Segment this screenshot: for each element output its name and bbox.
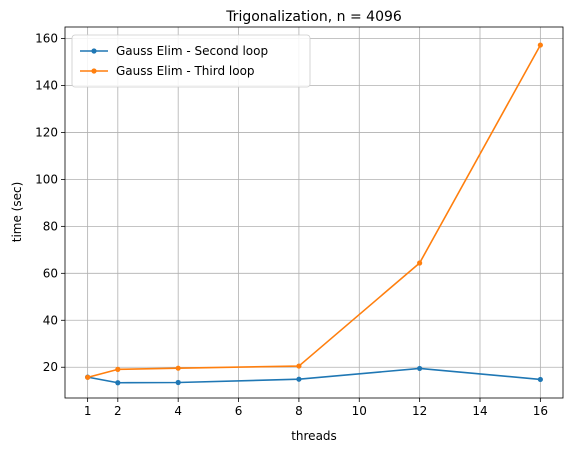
x-tick-label: 12 <box>412 404 427 418</box>
data-point <box>537 376 543 383</box>
grid <box>65 27 563 398</box>
series-layer <box>85 42 543 386</box>
legend-entry: Gauss Elim - Third loop <box>80 64 255 78</box>
data-point <box>85 374 91 380</box>
x-tick-label: 14 <box>472 404 487 418</box>
data-point <box>115 366 121 372</box>
data-point <box>296 376 302 382</box>
y-tick-label: 120 <box>35 125 58 139</box>
y-axis-label: time (sec) <box>10 182 24 243</box>
x-axis-label: threads <box>291 429 337 443</box>
data-point <box>115 380 121 386</box>
legend-swatch-marker <box>91 48 97 54</box>
x-tick-label: 1 <box>84 404 92 418</box>
data-point <box>417 260 423 266</box>
series-line <box>87 367 541 384</box>
data-point <box>417 365 423 372</box>
y-tick-label: 20 <box>43 360 58 374</box>
legend: Gauss Elim - Second loop Gauss Elim - Thi… <box>71 34 311 88</box>
series-line <box>87 44 542 379</box>
data-point <box>537 42 543 48</box>
x-axis: 1 2 4 6 8 10 12 14 16 <box>84 398 548 418</box>
x-tick-label: 2 <box>114 404 122 418</box>
x-tick-label: 8 <box>295 404 303 418</box>
plot-frame <box>64 26 564 399</box>
data-point <box>175 365 181 371</box>
y-tick-label: 140 <box>35 78 58 92</box>
legend-label: Gauss Elim - Second loop <box>116 44 268 58</box>
legend-box <box>71 34 311 88</box>
y-tick-label: 160 <box>35 32 58 46</box>
chart-title: Trigonalization, n = 4096 <box>225 9 402 25</box>
x-tick-label: 16 <box>533 404 548 418</box>
y-tick-label: 60 <box>43 266 58 280</box>
x-tick-label: 4 <box>174 404 182 418</box>
y-tick-label: 80 <box>43 219 58 233</box>
x-tick-label: 10 <box>352 404 367 418</box>
legend-label: Gauss Elim - Third loop <box>116 64 255 78</box>
series-2 <box>85 42 543 380</box>
data-point <box>296 363 302 369</box>
legend-swatch-marker <box>91 68 97 74</box>
y-axis: 20 40 60 80 100 120 140 160 <box>35 32 65 374</box>
data-point <box>175 379 181 386</box>
legend-entry: Gauss Elim - Second loop <box>80 44 268 58</box>
x-tick-label: 6 <box>235 404 243 418</box>
y-tick-label: 100 <box>35 172 58 186</box>
y-tick-label: 40 <box>43 313 58 327</box>
